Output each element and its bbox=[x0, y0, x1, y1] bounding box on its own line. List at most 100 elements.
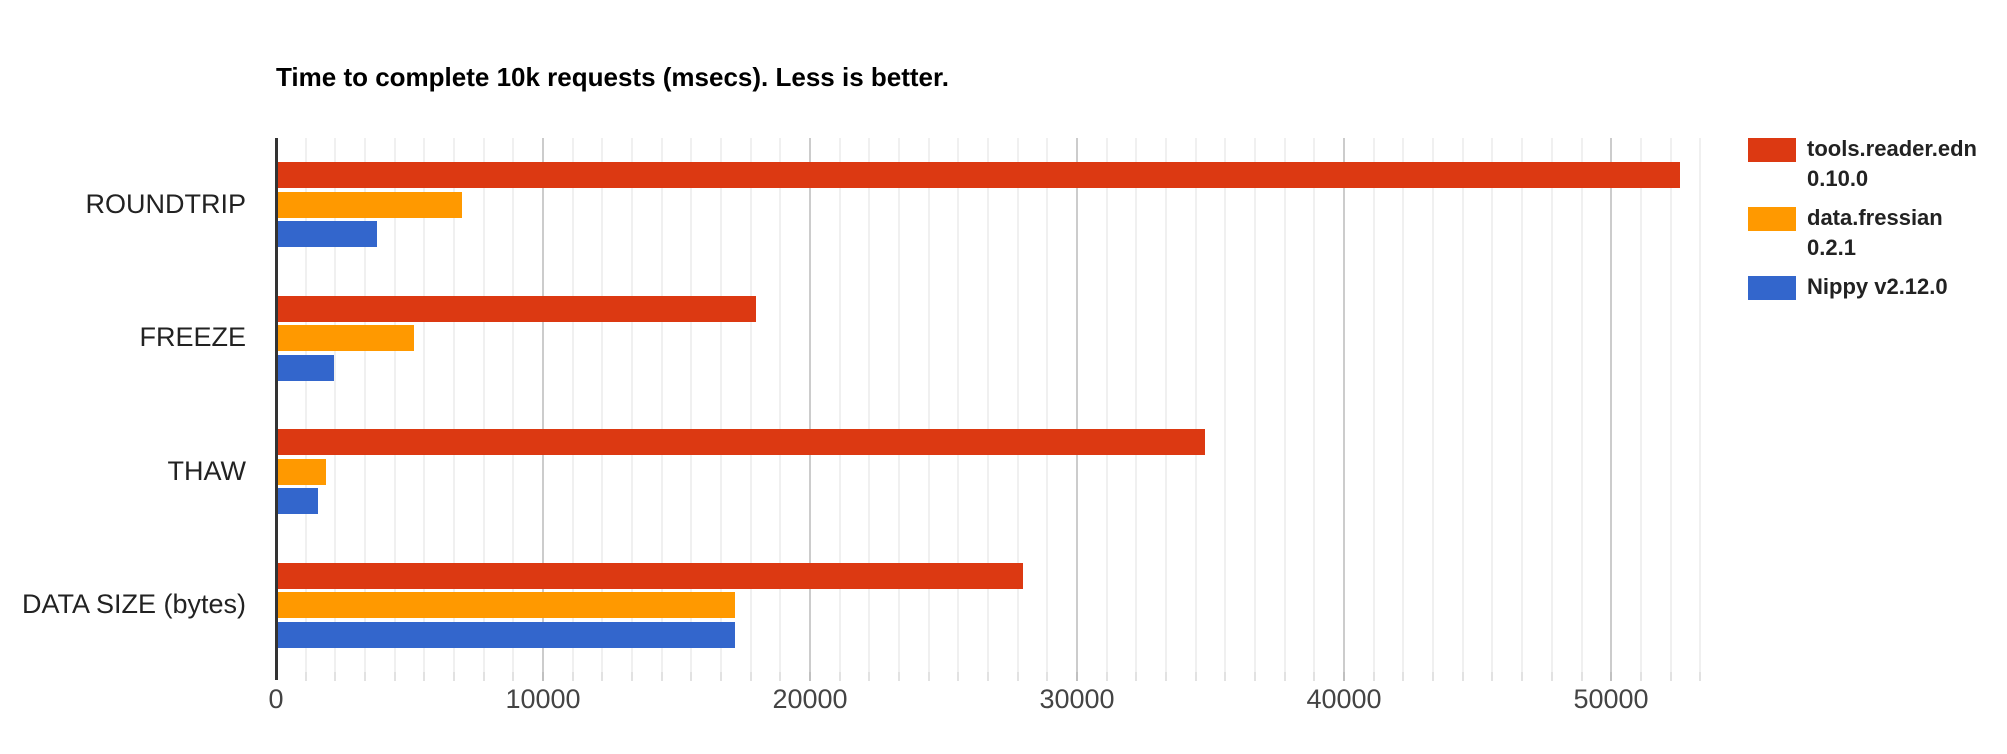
legend-label: data.fressian 0.2.1 bbox=[1807, 203, 1943, 263]
minor-tick bbox=[750, 672, 752, 681]
category-label: DATA SIZE (bytes) bbox=[21, 589, 246, 619]
minor-gridline bbox=[898, 138, 900, 672]
legend-swatch-red bbox=[1748, 138, 1796, 162]
legend-swatch-orange bbox=[1748, 207, 1796, 231]
major-tick bbox=[542, 672, 544, 681]
minor-tick bbox=[1284, 672, 1286, 681]
legend-swatch-blue bbox=[1748, 276, 1796, 300]
category-label: THAW bbox=[167, 456, 246, 486]
minor-tick bbox=[779, 672, 781, 681]
legend-label: Nippy v2.12.0 bbox=[1807, 272, 1948, 302]
minor-tick bbox=[1313, 672, 1315, 681]
minor-gridline bbox=[1581, 138, 1583, 672]
minor-gridline bbox=[690, 138, 692, 672]
minor-gridline bbox=[423, 138, 425, 672]
bar-data-fressian-roundtrip[interactable] bbox=[278, 192, 462, 218]
minor-tick bbox=[898, 672, 900, 681]
minor-tick bbox=[453, 672, 455, 681]
major-gridline bbox=[542, 138, 544, 672]
minor-gridline bbox=[631, 138, 633, 672]
legend-item[interactable]: Nippy v2.12.0 bbox=[1748, 274, 1948, 302]
minor-tick bbox=[423, 672, 425, 681]
bar-nippy-data-size-bytes-[interactable] bbox=[278, 622, 735, 648]
legend-label-line: 0.2.1 bbox=[1807, 235, 1856, 260]
minor-gridline bbox=[1313, 138, 1315, 672]
legend-label-line: data.fressian bbox=[1807, 205, 1943, 230]
minor-tick bbox=[1581, 672, 1583, 681]
legend-item[interactable]: tools.reader.edn 0.10.0 bbox=[1748, 136, 1977, 194]
minor-gridline bbox=[1135, 138, 1137, 672]
minor-tick bbox=[1640, 672, 1642, 681]
minor-gridline bbox=[483, 138, 485, 672]
bar-tools-reader-edn-data-size-bytes-[interactable] bbox=[278, 563, 1023, 589]
major-tick bbox=[1343, 672, 1345, 681]
minor-tick bbox=[928, 672, 930, 681]
major-tick bbox=[1076, 672, 1078, 681]
category-label: FREEZE bbox=[139, 322, 246, 352]
minor-tick bbox=[1017, 672, 1019, 681]
bar-tools-reader-edn-freeze[interactable] bbox=[278, 296, 756, 322]
minor-gridline bbox=[1165, 138, 1167, 672]
minor-tick bbox=[631, 672, 633, 681]
minor-gridline bbox=[1432, 138, 1434, 672]
minor-tick bbox=[1462, 672, 1464, 681]
minor-gridline bbox=[720, 138, 722, 672]
minor-gridline bbox=[453, 138, 455, 672]
minor-gridline bbox=[750, 138, 752, 672]
major-tick bbox=[809, 672, 811, 681]
bar-tools-reader-edn-roundtrip[interactable] bbox=[278, 162, 1680, 188]
x-axis-label: 40000 bbox=[1306, 684, 1382, 714]
bar-data-fressian-data-size-bytes-[interactable] bbox=[278, 592, 735, 618]
minor-gridline bbox=[1284, 138, 1286, 672]
minor-gridline bbox=[1254, 138, 1256, 672]
minor-tick bbox=[957, 672, 959, 681]
major-gridline bbox=[1343, 138, 1345, 672]
y-axis-baseline bbox=[275, 138, 278, 680]
legend-item[interactable]: data.fressian 0.2.1 bbox=[1748, 205, 1943, 263]
bar-nippy-freeze[interactable] bbox=[278, 355, 334, 381]
bar-nippy-thaw[interactable] bbox=[278, 488, 318, 514]
x-axis-label: 20000 bbox=[772, 684, 848, 714]
minor-tick bbox=[1402, 672, 1404, 681]
legend-label-line: 0.10.0 bbox=[1807, 166, 1869, 191]
minor-tick bbox=[512, 672, 514, 681]
minor-tick bbox=[1195, 672, 1197, 681]
plot-area bbox=[276, 138, 1726, 672]
minor-tick bbox=[720, 672, 722, 681]
bar-nippy-roundtrip[interactable] bbox=[278, 221, 377, 247]
minor-tick bbox=[987, 672, 989, 681]
minor-gridline bbox=[1017, 138, 1019, 672]
minor-gridline bbox=[1402, 138, 1404, 672]
minor-gridline bbox=[394, 138, 396, 672]
minor-gridline bbox=[364, 138, 366, 672]
minor-tick bbox=[1135, 672, 1137, 681]
minor-tick bbox=[334, 672, 336, 681]
minor-tick bbox=[1224, 672, 1226, 681]
x-axis-label: 30000 bbox=[1039, 684, 1115, 714]
minor-tick bbox=[1551, 672, 1553, 681]
minor-tick bbox=[1699, 672, 1701, 681]
minor-gridline bbox=[1670, 138, 1672, 672]
minor-gridline bbox=[601, 138, 603, 672]
minor-tick bbox=[1521, 672, 1523, 681]
minor-tick bbox=[1491, 672, 1493, 681]
bar-data-fressian-freeze[interactable] bbox=[278, 325, 414, 351]
minor-gridline bbox=[1195, 138, 1197, 672]
minor-tick bbox=[305, 672, 307, 681]
major-tick bbox=[1610, 672, 1612, 681]
minor-gridline bbox=[839, 138, 841, 672]
bar-data-fressian-thaw[interactable] bbox=[278, 459, 326, 485]
minor-gridline bbox=[1551, 138, 1553, 672]
minor-tick bbox=[868, 672, 870, 681]
minor-tick bbox=[1165, 672, 1167, 681]
minor-gridline bbox=[1046, 138, 1048, 672]
x-axis-label: 50000 bbox=[1573, 684, 1649, 714]
minor-tick bbox=[572, 672, 574, 681]
bar-tools-reader-edn-thaw[interactable] bbox=[278, 429, 1205, 455]
minor-tick bbox=[690, 672, 692, 681]
legend-label-line: Nippy v2.12.0 bbox=[1807, 274, 1948, 299]
minor-gridline bbox=[1521, 138, 1523, 672]
minor-gridline bbox=[957, 138, 959, 672]
minor-gridline bbox=[1106, 138, 1108, 672]
minor-tick bbox=[661, 672, 663, 681]
